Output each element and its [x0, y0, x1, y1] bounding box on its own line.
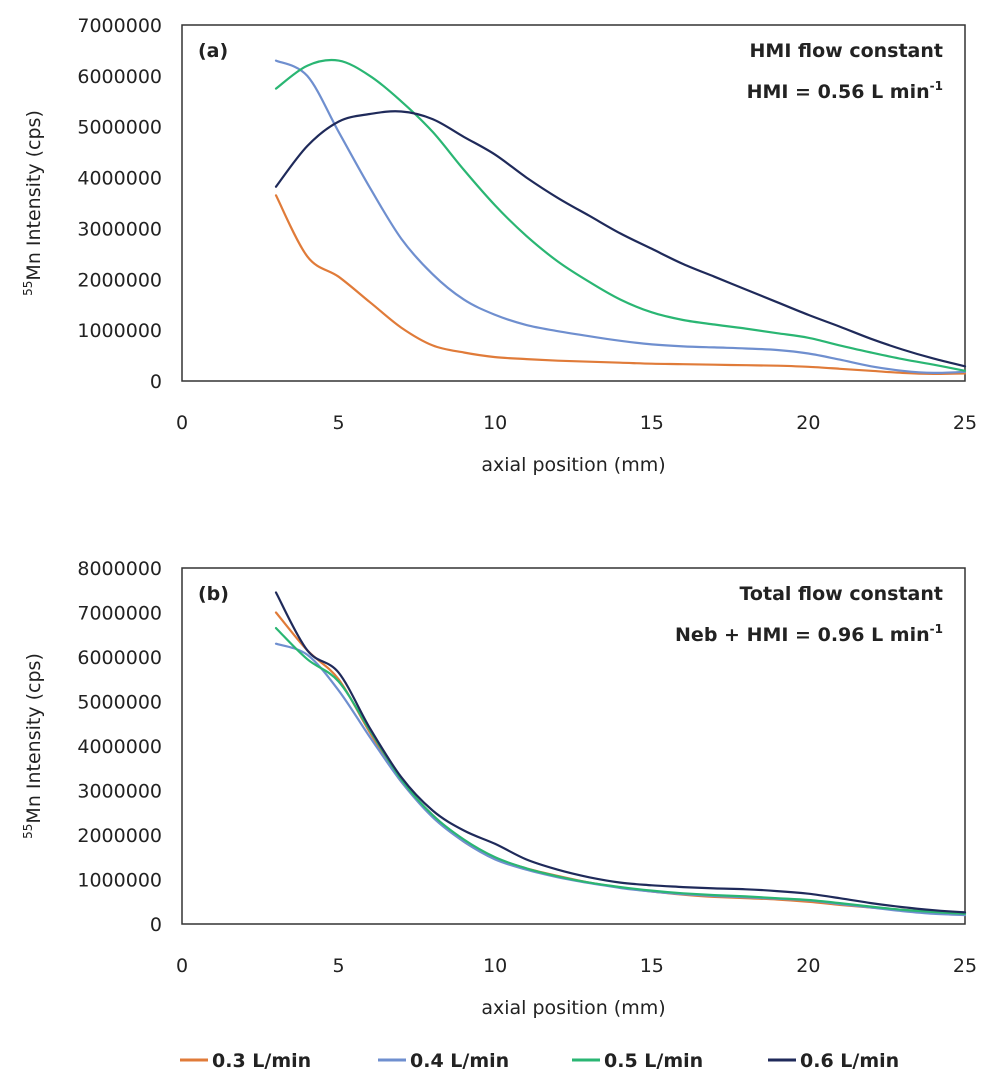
y-tick-label: 3000000 [77, 781, 162, 803]
y-tick-label: 1000000 [77, 870, 162, 892]
legend-label: 0.3 L/min [212, 1050, 311, 1072]
series-line-0-4-l-min [274, 642, 967, 917]
x-tick-label: 20 [796, 412, 820, 434]
legend-item: 0.6 L/min [768, 1050, 899, 1072]
y-tick-label: 3000000 [77, 218, 162, 240]
annotation-text: Neb + HMI = 0.96 L min [675, 624, 930, 646]
legend-label: 0.6 L/min [800, 1050, 899, 1072]
legend-label: 0.5 L/min [604, 1050, 703, 1072]
y-axis-title: 55Mn Intensity (cps) [21, 110, 45, 296]
y-tick-label: 6000000 [77, 647, 162, 669]
legend-item: 0.5 L/min [572, 1050, 703, 1072]
y-tick-label: 7000000 [77, 15, 162, 37]
annotation-text: Total flow constant [740, 583, 944, 605]
x-tick-label: 15 [640, 412, 664, 434]
annotation-superscript: -1 [930, 622, 943, 636]
series-line-0-5-l-min [274, 58, 967, 372]
series-line-0-6-l-min [274, 591, 967, 914]
annotation-line: Neb + HMI = 0.96 L min-1 [675, 622, 943, 646]
series-line-0-4-l-min [274, 59, 967, 375]
y-tick-label: 4000000 [77, 736, 162, 758]
x-tick-label: 5 [333, 955, 345, 977]
y-tick-label: 0 [150, 914, 162, 936]
y-tick-label: 8000000 [77, 558, 162, 580]
y-tick-label: 5000000 [77, 117, 162, 139]
plot-frame [181, 24, 966, 382]
y-tick-label: 5000000 [77, 692, 162, 714]
series-line-0-5-l-min [274, 627, 967, 915]
x-axis-title: axial position (mm) [481, 997, 665, 1019]
plot-frame [181, 567, 966, 925]
annotation-text: HMI = 0.56 L min [747, 81, 930, 103]
annotation-line: HMI flow constant [750, 40, 943, 62]
chart-panel-b: 0 1000000 2000000 3000000 4000000 5000000 6000… [21, 558, 977, 1019]
annotation-superscript: -1 [930, 79, 943, 93]
annotation-text: HMI flow constant [750, 40, 943, 62]
x-tick-label: 10 [483, 412, 507, 434]
x-tick-label: 5 [333, 412, 345, 434]
annotation-line: HMI = 0.56 L min-1 [747, 79, 943, 103]
x-tick-label: 15 [640, 955, 664, 977]
x-tick-label: 0 [176, 412, 188, 434]
series-line-0-3-l-min [274, 194, 967, 376]
annotation-line: Total flow constant [740, 583, 944, 605]
x-axis-title: axial position (mm) [481, 454, 665, 476]
y-tick-label: 2000000 [77, 825, 162, 847]
series-line-0-3-l-min [274, 611, 967, 915]
y-axis-title: 55Mn Intensity (cps) [21, 653, 45, 839]
y-axis-title-text: Mn Intensity (cps) [23, 110, 45, 280]
legend-item: 0.4 L/min [378, 1050, 509, 1072]
y-tick-label: 7000000 [77, 603, 162, 625]
y-axis-title-text: Mn Intensity (cps) [23, 653, 45, 823]
panel-label: (a) [198, 40, 228, 62]
y-tick-label: 4000000 [77, 168, 162, 190]
y-tick-label: 0 [150, 371, 162, 393]
x-tick-label: 20 [796, 955, 820, 977]
y-axis-title-superscript: 55 [21, 824, 35, 839]
legend-item: 0.3 L/min [180, 1050, 311, 1072]
x-tick-label: 0 [176, 955, 188, 977]
chart-panel-a: 0 1000000 2000000 3000000 4000000 5000000 6000… [21, 15, 977, 476]
legend-label: 0.4 L/min [410, 1050, 509, 1072]
series-line-0-6-l-min [274, 110, 967, 368]
x-tick-label: 25 [953, 412, 977, 434]
legend: 0.3 L/min 0.4 L/min 0.5 L/min 0.6 L/min [180, 1050, 899, 1072]
x-tick-label: 25 [953, 955, 977, 977]
y-tick-label: 6000000 [77, 66, 162, 88]
x-tick-label: 10 [483, 955, 507, 977]
y-tick-label: 2000000 [77, 269, 162, 291]
panel-label: (b) [198, 583, 229, 605]
y-tick-label: 1000000 [77, 320, 162, 342]
y-axis-title-superscript: 55 [21, 281, 35, 296]
